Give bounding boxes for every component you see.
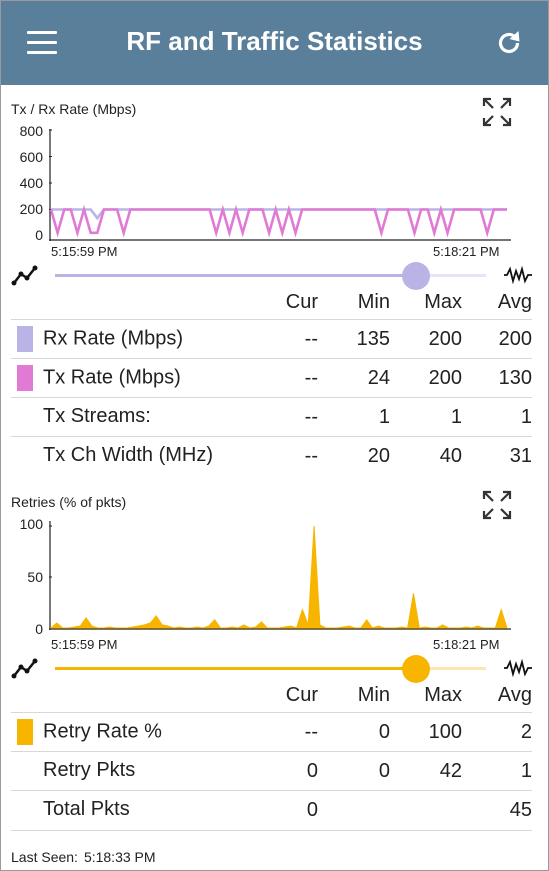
rate-chart-plot <box>49 129 511 241</box>
slider-thumb[interactable] <box>402 262 430 290</box>
row-label: Tx Ch Width (MHz) <box>43 444 213 467</box>
x-tick-start: 5:15:59 PM <box>51 244 118 259</box>
waveform-icon[interactable] <box>503 266 533 284</box>
retries-zoom-slider-row <box>1 653 548 683</box>
expand-icon[interactable] <box>481 96 513 128</box>
table-row: Total Pkts 0 45 <box>11 790 532 829</box>
zoom-line-icon[interactable] <box>11 656 39 680</box>
y-tick-label: 100 <box>19 516 43 532</box>
header-blank <box>11 285 276 320</box>
table-row: Retry Rate % -- 0 100 2 <box>11 712 532 752</box>
expand-icon[interactable] <box>481 489 513 521</box>
retries-chart-plot <box>49 521 511 630</box>
header-avg: Avg <box>497 290 532 313</box>
row-label: Retry Pkts <box>43 759 136 782</box>
y-tick-label: 400 <box>19 175 43 191</box>
slider-track-empty <box>416 667 486 670</box>
table-row: Tx Ch Width (MHz) -- 20 40 31 <box>11 436 532 475</box>
cell-cur: 0 <box>276 751 318 791</box>
tx-legend-swatch[interactable] <box>17 365 33 391</box>
y-tick-label: 600 <box>19 149 43 165</box>
header-max: Max <box>424 683 462 706</box>
x-tick-end: 5:18:21 PM <box>433 637 500 652</box>
y-tick-label: 0 <box>35 227 43 243</box>
cell-min: 0 <box>318 751 390 791</box>
cell-cur: -- <box>276 397 318 437</box>
cell-cur: -- <box>276 712 318 752</box>
slider-track-filled <box>55 667 416 670</box>
cell-min: 135 <box>318 319 390 359</box>
header-min: Min <box>357 683 390 706</box>
table-row: Rx Rate (Mbps) -- 135 200 200 <box>11 319 532 359</box>
waveform-icon[interactable] <box>503 659 533 677</box>
cell-avg: 130 <box>462 358 532 398</box>
rx-rate-series-line <box>51 208 507 221</box>
retry-legend-swatch[interactable] <box>17 719 33 745</box>
row-label: Tx Rate (Mbps) <box>43 366 181 389</box>
rate-stats-table: Cur Min Max Avg Rx Rate (Mbps) -- 135 20… <box>11 285 532 475</box>
cell-min: 24 <box>318 358 390 398</box>
header-cur: Cur <box>285 290 318 313</box>
cell-max: 200 <box>390 319 462 359</box>
rate-chart-title: Tx / Rx Rate (Mbps) <box>11 101 137 117</box>
y-tick-label: 50 <box>27 569 43 585</box>
slider-track-empty <box>416 274 486 277</box>
refresh-icon[interactable] <box>494 28 524 58</box>
cell-cur: -- <box>276 358 318 398</box>
cell-min: 20 <box>318 436 390 475</box>
cell-avg: 1 <box>462 751 532 791</box>
hamburger-menu-icon[interactable] <box>27 29 61 57</box>
divider <box>11 830 532 831</box>
retries-chart-title: Retries (% of pkts) <box>11 494 127 510</box>
cell-min <box>318 790 390 829</box>
header-cur: Cur <box>285 683 318 706</box>
slider-track-filled <box>55 274 416 277</box>
header-max: Max <box>424 290 462 313</box>
cell-avg: 1 <box>462 397 532 437</box>
y-tick-label: 200 <box>19 201 43 217</box>
row-label: Rx Rate (Mbps) <box>43 327 184 350</box>
y-tick-label: 0 <box>35 621 43 637</box>
cell-max: 100 <box>390 712 462 752</box>
cell-cur: 0 <box>276 790 318 829</box>
header-min: Min <box>357 290 390 313</box>
cell-cur: -- <box>276 319 318 359</box>
cell-max <box>390 790 462 829</box>
cell-max: 40 <box>390 436 462 475</box>
header-avg: Avg <box>497 683 532 706</box>
y-tick-label: 800 <box>19 123 43 139</box>
cell-avg: 200 <box>462 319 532 359</box>
table-row: Retry Pkts 0 0 42 1 <box>11 751 532 791</box>
header-blank <box>11 678 276 713</box>
row-label: Retry Rate % <box>43 720 162 743</box>
retries-stats-table: Cur Min Max Avg Retry Rate % -- 0 100 2 … <box>11 678 532 829</box>
retry-rate-series-area <box>49 525 508 629</box>
rate-zoom-slider-row <box>1 260 548 290</box>
rx-legend-swatch[interactable] <box>17 326 33 352</box>
app-bar: RF and Traffic Statistics <box>1 1 548 85</box>
cell-cur: -- <box>276 436 318 475</box>
last-seen: Last Seen: 5:18:33 PM <box>11 849 156 865</box>
page-title: RF and Traffic Statistics <box>126 26 423 56</box>
cell-avg: 31 <box>462 436 532 475</box>
cell-max: 1 <box>390 397 462 437</box>
zoom-line-icon[interactable] <box>11 263 39 287</box>
table-row: Tx Rate (Mbps) -- 24 200 130 <box>11 358 532 398</box>
cell-min: 1 <box>318 397 390 437</box>
cell-max: 200 <box>390 358 462 398</box>
cell-min: 0 <box>318 712 390 752</box>
cell-avg: 2 <box>462 712 532 752</box>
row-label: Total Pkts <box>43 798 130 821</box>
last-seen-value: 5:18:33 PM <box>83 849 156 865</box>
x-tick-start: 5:15:59 PM <box>51 637 118 652</box>
table-row: Tx Streams: -- 1 1 1 <box>11 397 532 437</box>
x-tick-end: 5:18:21 PM <box>433 244 500 259</box>
cell-max: 42 <box>390 751 462 791</box>
last-seen-label: Last Seen: <box>11 849 78 865</box>
row-label: Tx Streams: <box>43 405 151 428</box>
tx-rate-series-line <box>49 204 507 238</box>
slider-thumb[interactable] <box>402 655 430 683</box>
cell-avg: 45 <box>462 790 532 829</box>
